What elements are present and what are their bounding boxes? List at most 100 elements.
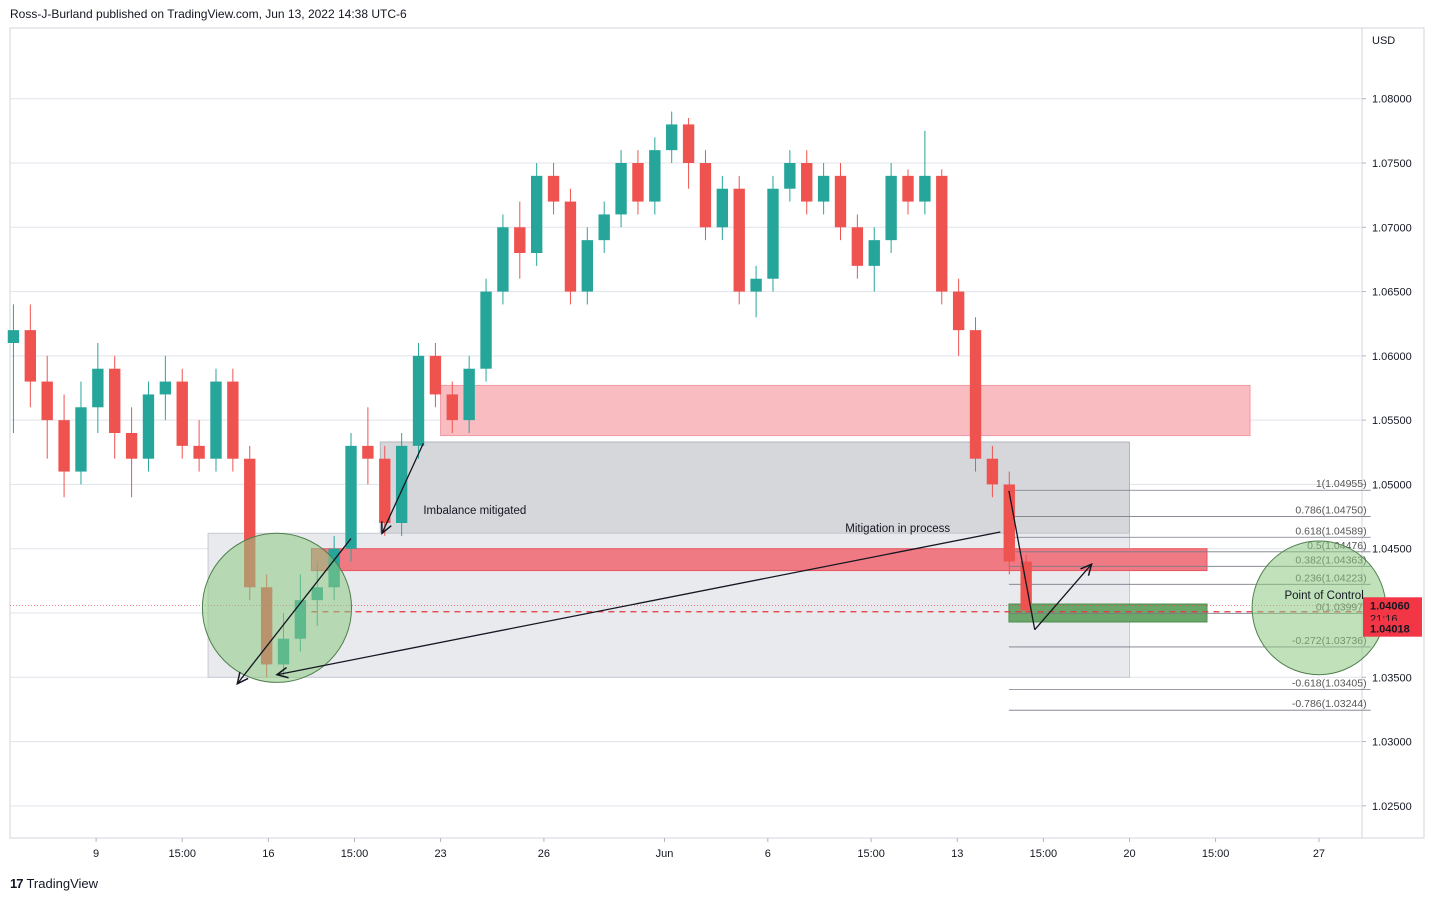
x-tick-label: 15:00 xyxy=(1202,848,1230,860)
candle-body xyxy=(986,458,999,485)
candle-body xyxy=(885,175,897,241)
candle-body xyxy=(834,175,847,228)
candle-body xyxy=(210,381,222,459)
candle-body xyxy=(41,381,53,421)
candle-body xyxy=(7,330,20,343)
fib-level-label: 0.786(1.04750) xyxy=(1295,505,1366,517)
tradingview-brand: TradingView xyxy=(26,876,99,891)
x-tick-label: 6 xyxy=(765,848,771,860)
candle-body xyxy=(547,175,560,202)
x-tick-label: 20 xyxy=(1123,848,1135,860)
x-tick-label: 13 xyxy=(951,848,963,860)
candlestick-chart[interactable]: 1.08000 1.07500 1.07000 1.06500 1.06000 1.055… xyxy=(0,0,1435,870)
candle-body xyxy=(58,420,70,472)
y-tick-label: 1.03000 xyxy=(1372,737,1412,749)
candle-body xyxy=(92,368,104,408)
candle-body xyxy=(395,445,408,523)
candle-body xyxy=(125,433,138,459)
candle-body xyxy=(632,163,644,202)
chart-annotation: Point of Control xyxy=(1284,590,1363,602)
fib-level-label: 1(1.04955) xyxy=(1316,478,1367,490)
candle-body xyxy=(379,458,391,523)
x-tick-label: 15:00 xyxy=(341,848,369,860)
trend-line xyxy=(276,531,1001,676)
y-tick-label: 1.08000 xyxy=(1372,94,1412,106)
price-tag-2 xyxy=(1363,620,1422,637)
candle-body xyxy=(936,175,948,292)
highlight-circle xyxy=(201,532,353,683)
price-tag-2-value: 1.04018 xyxy=(1370,624,1410,636)
candle-body xyxy=(699,163,712,228)
candle-body xyxy=(682,124,695,163)
candle-body xyxy=(868,240,880,266)
fib-level-label: -0.618(1.03405) xyxy=(1292,678,1367,690)
y-tick-label: 1.04500 xyxy=(1372,544,1412,556)
y-tick-label: 1.03500 xyxy=(1372,672,1412,684)
currency-label: USD xyxy=(1372,35,1395,47)
candle-body xyxy=(919,175,931,202)
candle-body xyxy=(142,394,155,459)
candle-body xyxy=(952,291,965,331)
candle-body xyxy=(463,368,475,421)
x-tick-label: 9 xyxy=(93,848,99,860)
candle-body xyxy=(716,188,729,228)
x-tick-label: Jun xyxy=(656,848,674,860)
y-tick-label: 1.05500 xyxy=(1372,415,1412,427)
trend-line xyxy=(236,538,352,685)
y-tick-label: 1.02500 xyxy=(1372,801,1412,813)
candle-body xyxy=(497,227,509,292)
x-tick-label: 23 xyxy=(434,848,446,860)
candle-body xyxy=(649,150,661,202)
arrow-head xyxy=(275,666,289,679)
trend-line xyxy=(1008,490,1036,630)
y-tick-label: 1.05000 xyxy=(1372,479,1412,491)
x-tick-label: 15:00 xyxy=(1030,848,1058,860)
candle-body xyxy=(345,445,357,549)
tradingview-footer[interactable]: 17 TradingView xyxy=(10,876,98,891)
y-tick-label: 1.06500 xyxy=(1372,287,1412,299)
candle-body xyxy=(362,445,374,459)
last-price-value: 1.04060 xyxy=(1370,600,1410,612)
x-tick-label: 15:00 xyxy=(857,848,885,860)
candle-body xyxy=(666,124,678,151)
candle-body xyxy=(446,394,458,421)
candle-body xyxy=(615,163,627,215)
candle-body xyxy=(24,330,37,382)
trend-line xyxy=(1034,563,1093,631)
fib-level-label: -0.786(1.03244) xyxy=(1292,698,1367,710)
candle-body xyxy=(733,188,745,292)
supply-demand-zone xyxy=(440,384,1251,437)
candle-body xyxy=(412,355,425,446)
candle-body xyxy=(159,381,172,395)
y-tick-label: 1.07000 xyxy=(1372,222,1412,234)
candle-body xyxy=(1003,484,1015,562)
x-tick-label: 27 xyxy=(1313,848,1325,860)
candle-body xyxy=(851,227,864,266)
candle-body xyxy=(480,291,492,369)
tradingview-logo-icon: 17 xyxy=(10,876,24,891)
chart-annotation: Imbalance mitigated xyxy=(423,505,526,517)
candle-body xyxy=(75,407,87,472)
publisher-attribution: Ross-J-Burland published on TradingView.… xyxy=(10,7,407,21)
candle-body xyxy=(429,355,442,395)
candle-body xyxy=(244,458,256,588)
candle-body xyxy=(227,381,239,459)
candle-body xyxy=(530,175,543,253)
chart-annotation: Mitigation in process xyxy=(845,523,950,535)
arrow-head xyxy=(236,671,249,686)
fib-level-label: 0.618(1.04589) xyxy=(1295,525,1366,537)
y-tick-label: 1.07500 xyxy=(1372,158,1412,170)
candle-body xyxy=(109,368,121,433)
candle-body xyxy=(801,163,813,202)
candle-body xyxy=(817,175,830,202)
y-tick-label: 1.06000 xyxy=(1372,351,1412,363)
x-tick-label: 26 xyxy=(538,848,550,860)
x-tick-label: 16 xyxy=(262,848,274,860)
supply-demand-zone xyxy=(379,441,1130,534)
x-tick-label: 15:00 xyxy=(168,848,196,860)
candle-body xyxy=(969,330,982,459)
candle-body xyxy=(784,163,796,189)
trend-line xyxy=(381,443,424,534)
candle-body xyxy=(193,445,205,459)
candle-body xyxy=(750,278,762,292)
